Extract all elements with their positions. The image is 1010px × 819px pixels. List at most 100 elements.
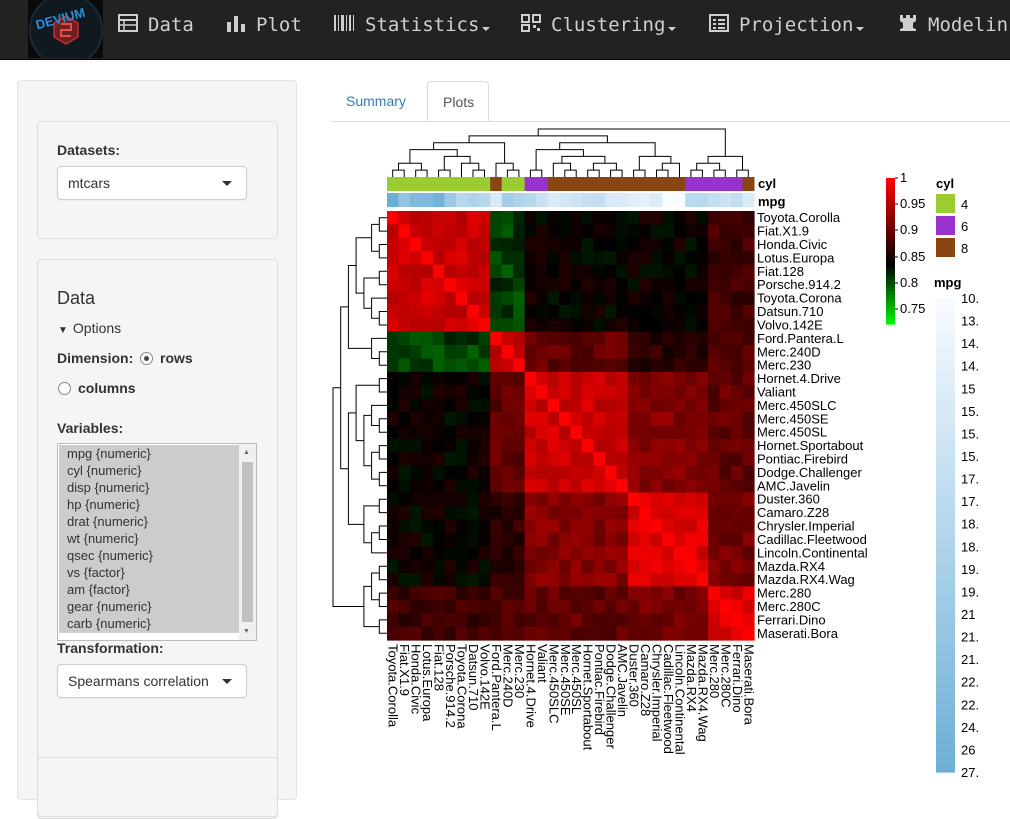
heatmap-cell (719, 318, 732, 333)
heatmap-cell (685, 371, 698, 386)
row-label: Fiat.128 (757, 264, 804, 279)
heatmap-cell (409, 224, 423, 239)
heatmap-cell (467, 572, 480, 587)
heatmap-cell (616, 358, 629, 373)
nav-modelin[interactable]: Modelin (898, 0, 1008, 50)
heatmap-cell (650, 559, 663, 574)
heatmap-cell (421, 505, 434, 520)
heatmap-cell (696, 264, 709, 279)
radio-rows[interactable] (140, 352, 153, 365)
heatmap-cell (409, 519, 423, 534)
heatmap-cell (421, 345, 434, 360)
heatmap-cell (570, 331, 583, 346)
heatmap-cell (685, 224, 698, 239)
column-label: Toyota.Corona (455, 644, 470, 729)
heatmap-cell (604, 425, 617, 440)
variables-scrollbar[interactable]: ▲ ▼ (239, 444, 256, 640)
heatmap-cell (387, 452, 400, 467)
heatmap-cell (581, 237, 595, 252)
column-label: Mazda.RX4 (684, 644, 699, 712)
heatmap-cell (432, 492, 445, 507)
nav-statistics[interactable]: Statistics (333, 0, 491, 50)
heatmap-cell (742, 291, 755, 306)
tower-icon (898, 1, 918, 51)
scroll-up-icon[interactable]: ▲ (243, 449, 250, 456)
heatmap-cell (455, 345, 468, 360)
heatmap-cell (719, 331, 732, 346)
variables-listbox[interactable]: mpg {numeric} cyl {numeric} disp {numeric}… (57, 443, 257, 641)
tab-plots[interactable]: Plots (427, 81, 489, 122)
heatmap-cell (501, 425, 514, 440)
heatmap-cell (696, 237, 709, 252)
tab-summary[interactable]: Summary (346, 93, 406, 109)
cyl-legend-label: 4 (961, 197, 968, 212)
row-label: Mazda.RX4.Wag (757, 572, 855, 587)
heatmap-cell (570, 613, 583, 628)
column-label: Pontiac.Firebird (592, 644, 607, 735)
heatmap-cell (432, 546, 445, 561)
variable-option[interactable]: hp {numeric} (67, 497, 140, 512)
radio-columns[interactable] (58, 382, 71, 395)
heatmap-cell (536, 626, 549, 641)
logo[interactable]: DEVIUM (28, 0, 103, 58)
heatmap-cell (455, 505, 468, 520)
heatmap-cell (731, 358, 744, 373)
nav-plot[interactable]: Plot (226, 0, 302, 50)
heatmap-cell (490, 398, 503, 413)
heatmap-cell (513, 438, 526, 453)
heatmap-cell (490, 626, 503, 641)
nav-projection[interactable]: Projection (709, 0, 865, 50)
nav-clustering[interactable]: Clustering (521, 0, 677, 50)
heatmap-cell (467, 371, 480, 386)
heatmap-cell (432, 385, 445, 400)
variable-option[interactable]: drat {numeric} (67, 514, 148, 529)
heatmap-cell (432, 626, 445, 641)
heatmap-cell (593, 345, 606, 360)
heatmap-cell (524, 371, 537, 386)
mpg-legend-label: 21. (961, 652, 979, 667)
heatmap-cell (616, 264, 629, 279)
heatmap-cell (708, 479, 721, 494)
heatmap-cell (685, 412, 698, 427)
heatmap-cell (455, 371, 468, 386)
variable-option[interactable]: qsec {numeric} (67, 548, 153, 563)
heatmap-cell (559, 398, 572, 413)
nav-label: Modelin (928, 14, 1009, 36)
heatmap-cell (387, 358, 400, 373)
heatmap-cell (559, 572, 572, 587)
variable-option[interactable]: mpg {numeric} (67, 446, 151, 461)
heatmap-cell (490, 586, 503, 601)
heatmap-cell (455, 572, 468, 587)
heatmap-cell (409, 371, 423, 386)
variable-option[interactable]: carb {numeric} (67, 616, 151, 631)
scroll-down-icon[interactable]: ▼ (243, 628, 250, 635)
scrollbar-thumb[interactable] (242, 462, 253, 622)
cyl-annotation-cell (501, 177, 514, 191)
row-label: Honda.Civic (757, 237, 828, 252)
row-label: Dodge.Challenger (757, 465, 862, 480)
nav-data[interactable]: Data (118, 0, 194, 50)
cyl-annotation-cell (467, 177, 480, 191)
heatmap-cell (478, 358, 491, 373)
transformation-select[interactable]: Spearmans correlation (57, 664, 247, 698)
heatmap-cell (604, 465, 617, 480)
heatmap-cell (398, 465, 411, 480)
variable-option[interactable]: gear {numeric} (67, 599, 152, 614)
variable-option[interactable]: am {factor} (67, 582, 130, 597)
variable-option[interactable]: cyl {numeric} (67, 463, 142, 478)
cyl-annotation-cell (409, 177, 422, 191)
options-toggle[interactable]: ▼ Options (58, 320, 121, 336)
variable-option[interactable]: vs {factor} (67, 565, 125, 580)
heatmap-cell (467, 331, 480, 346)
heatmap-cell (685, 358, 698, 373)
heatmap-cell (639, 438, 652, 453)
heatmap-cell (719, 599, 732, 614)
heatmap-cell (444, 264, 457, 279)
heatmap-cell (593, 438, 606, 453)
variable-option[interactable]: wt {numeric} (67, 531, 139, 546)
heatmap-cell (421, 291, 434, 306)
heatmap-cell (524, 211, 537, 226)
heatmap-cell (547, 465, 560, 480)
variable-option[interactable]: disp {numeric} (67, 480, 150, 495)
dataset-select[interactable]: mtcars (57, 166, 247, 200)
